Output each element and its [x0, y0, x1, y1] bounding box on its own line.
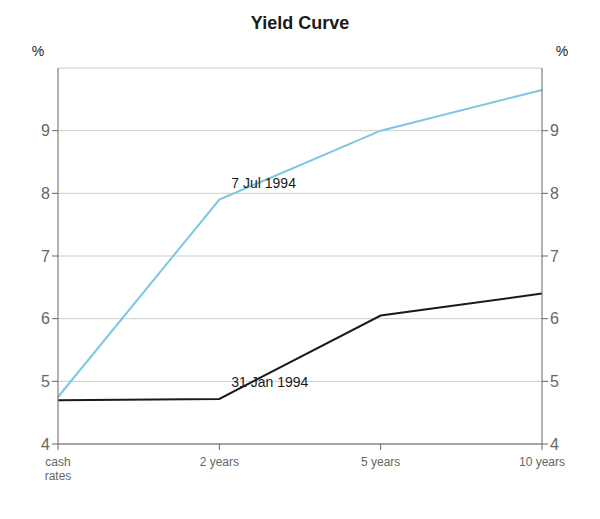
svg-text:%: % [32, 43, 44, 59]
svg-text:6: 6 [41, 310, 50, 327]
svg-text:8: 8 [550, 185, 559, 202]
svg-text:31 Jan 1994: 31 Jan 1994 [231, 374, 308, 390]
svg-text:%: % [556, 43, 568, 59]
svg-text:5: 5 [550, 373, 559, 390]
svg-text:4: 4 [550, 436, 559, 453]
svg-text:cashrates: cashrates [45, 455, 72, 483]
svg-text:9: 9 [550, 122, 559, 139]
svg-text:4: 4 [41, 436, 50, 453]
svg-text:6: 6 [550, 310, 559, 327]
html-text:Yield Curve: Yield Curve [250, 13, 350, 33]
svg-text:5: 5 [41, 373, 50, 390]
svg-text:7: 7 [550, 248, 559, 265]
svg-text:7: 7 [41, 248, 50, 265]
svg-text:8: 8 [41, 185, 50, 202]
svg-text:7 Jul 1994: 7 Jul 1994 [231, 175, 296, 191]
svg-text:5 years: 5 years [361, 455, 400, 469]
svg-text:2 years: 2 years [200, 455, 239, 469]
svg-text:10 years: 10 years [519, 455, 565, 469]
svg-text:9: 9 [41, 122, 50, 139]
